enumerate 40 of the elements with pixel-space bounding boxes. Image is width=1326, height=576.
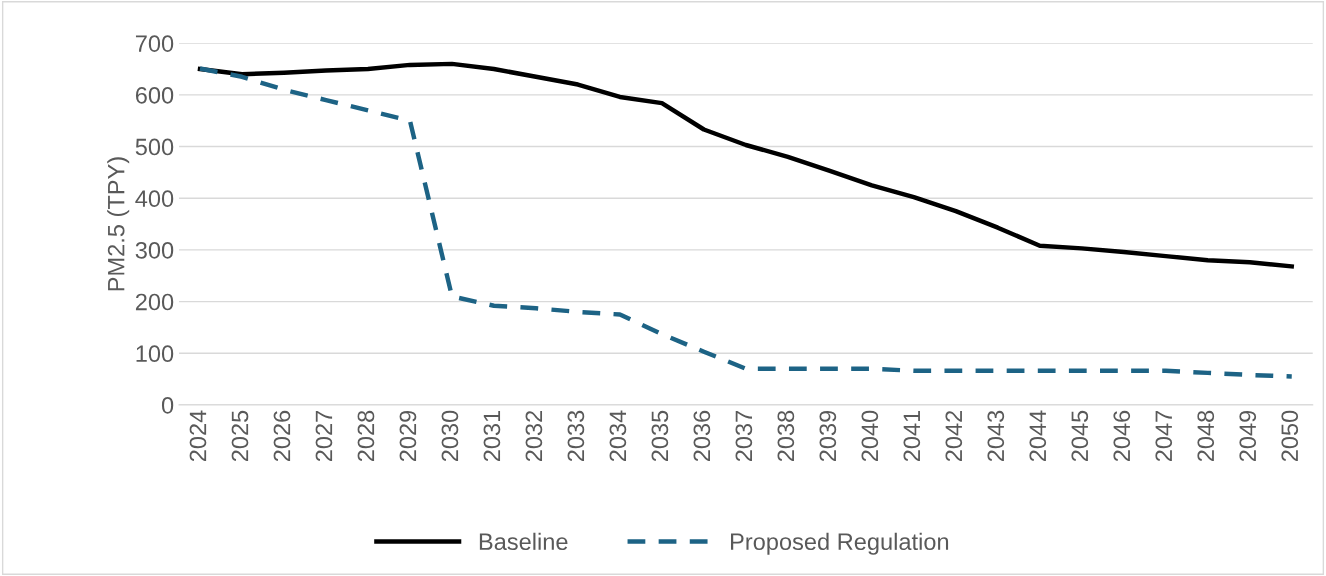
x-tick-label: 2031 (483, 410, 501, 462)
x-tick-label: 2049 (1239, 410, 1257, 462)
x-tick-label: 2029 (399, 410, 417, 462)
x-tick-label: 2024 (189, 410, 207, 462)
x-tick-label: 2038 (777, 410, 795, 462)
x-tick-label: 2028 (357, 410, 375, 462)
x-tick-label: 2050 (1281, 410, 1299, 462)
x-tick-label: 2032 (525, 410, 543, 462)
x-tick-label: 2027 (315, 410, 333, 462)
y-tick-label: 600 (135, 86, 174, 104)
x-tick-label: 2033 (567, 410, 585, 462)
y-tick-label: 400 (135, 190, 174, 208)
x-tick-label: 2039 (819, 410, 837, 462)
line-series (197, 61, 1294, 269)
x-tick-label: 2041 (903, 410, 921, 462)
x-tick-label: 2035 (651, 410, 669, 462)
x-tick-label: 2037 (735, 410, 753, 462)
y-axis-title: PM2.5 (TPY) (107, 157, 130, 291)
y-tick-label: 0 (161, 397, 174, 414)
y-tick-label: 700 (135, 35, 174, 52)
x-tick-label: 2046 (1113, 410, 1131, 462)
y-tick-label: 500 (135, 138, 174, 156)
x-tick-label: 2034 (609, 410, 627, 462)
legend-label: Proposed Regulation (731, 532, 949, 555)
x-tick-label: 2025 (231, 410, 249, 462)
x-tick-label: 2030 (441, 410, 459, 462)
y-tick-label: 200 (135, 293, 174, 311)
legend-label: Baseline (479, 532, 568, 551)
x-tick-label: 2048 (1197, 410, 1215, 462)
x-tick-label: 2045 (1071, 410, 1089, 462)
x-tick-label: 2044 (1029, 410, 1047, 462)
y-tick-label: 100 (136, 345, 174, 363)
x-tick-label: 2040 (861, 410, 879, 462)
x-tick-label: 2043 (987, 410, 1005, 462)
x-tick-label: 2047 (1155, 410, 1173, 462)
y-tick-label: 300 (135, 241, 174, 259)
x-tick-label: 2026 (273, 410, 291, 462)
line-series (197, 66, 1294, 379)
x-tick-label: 2036 (693, 410, 711, 462)
x-tick-label: 2042 (945, 410, 963, 462)
